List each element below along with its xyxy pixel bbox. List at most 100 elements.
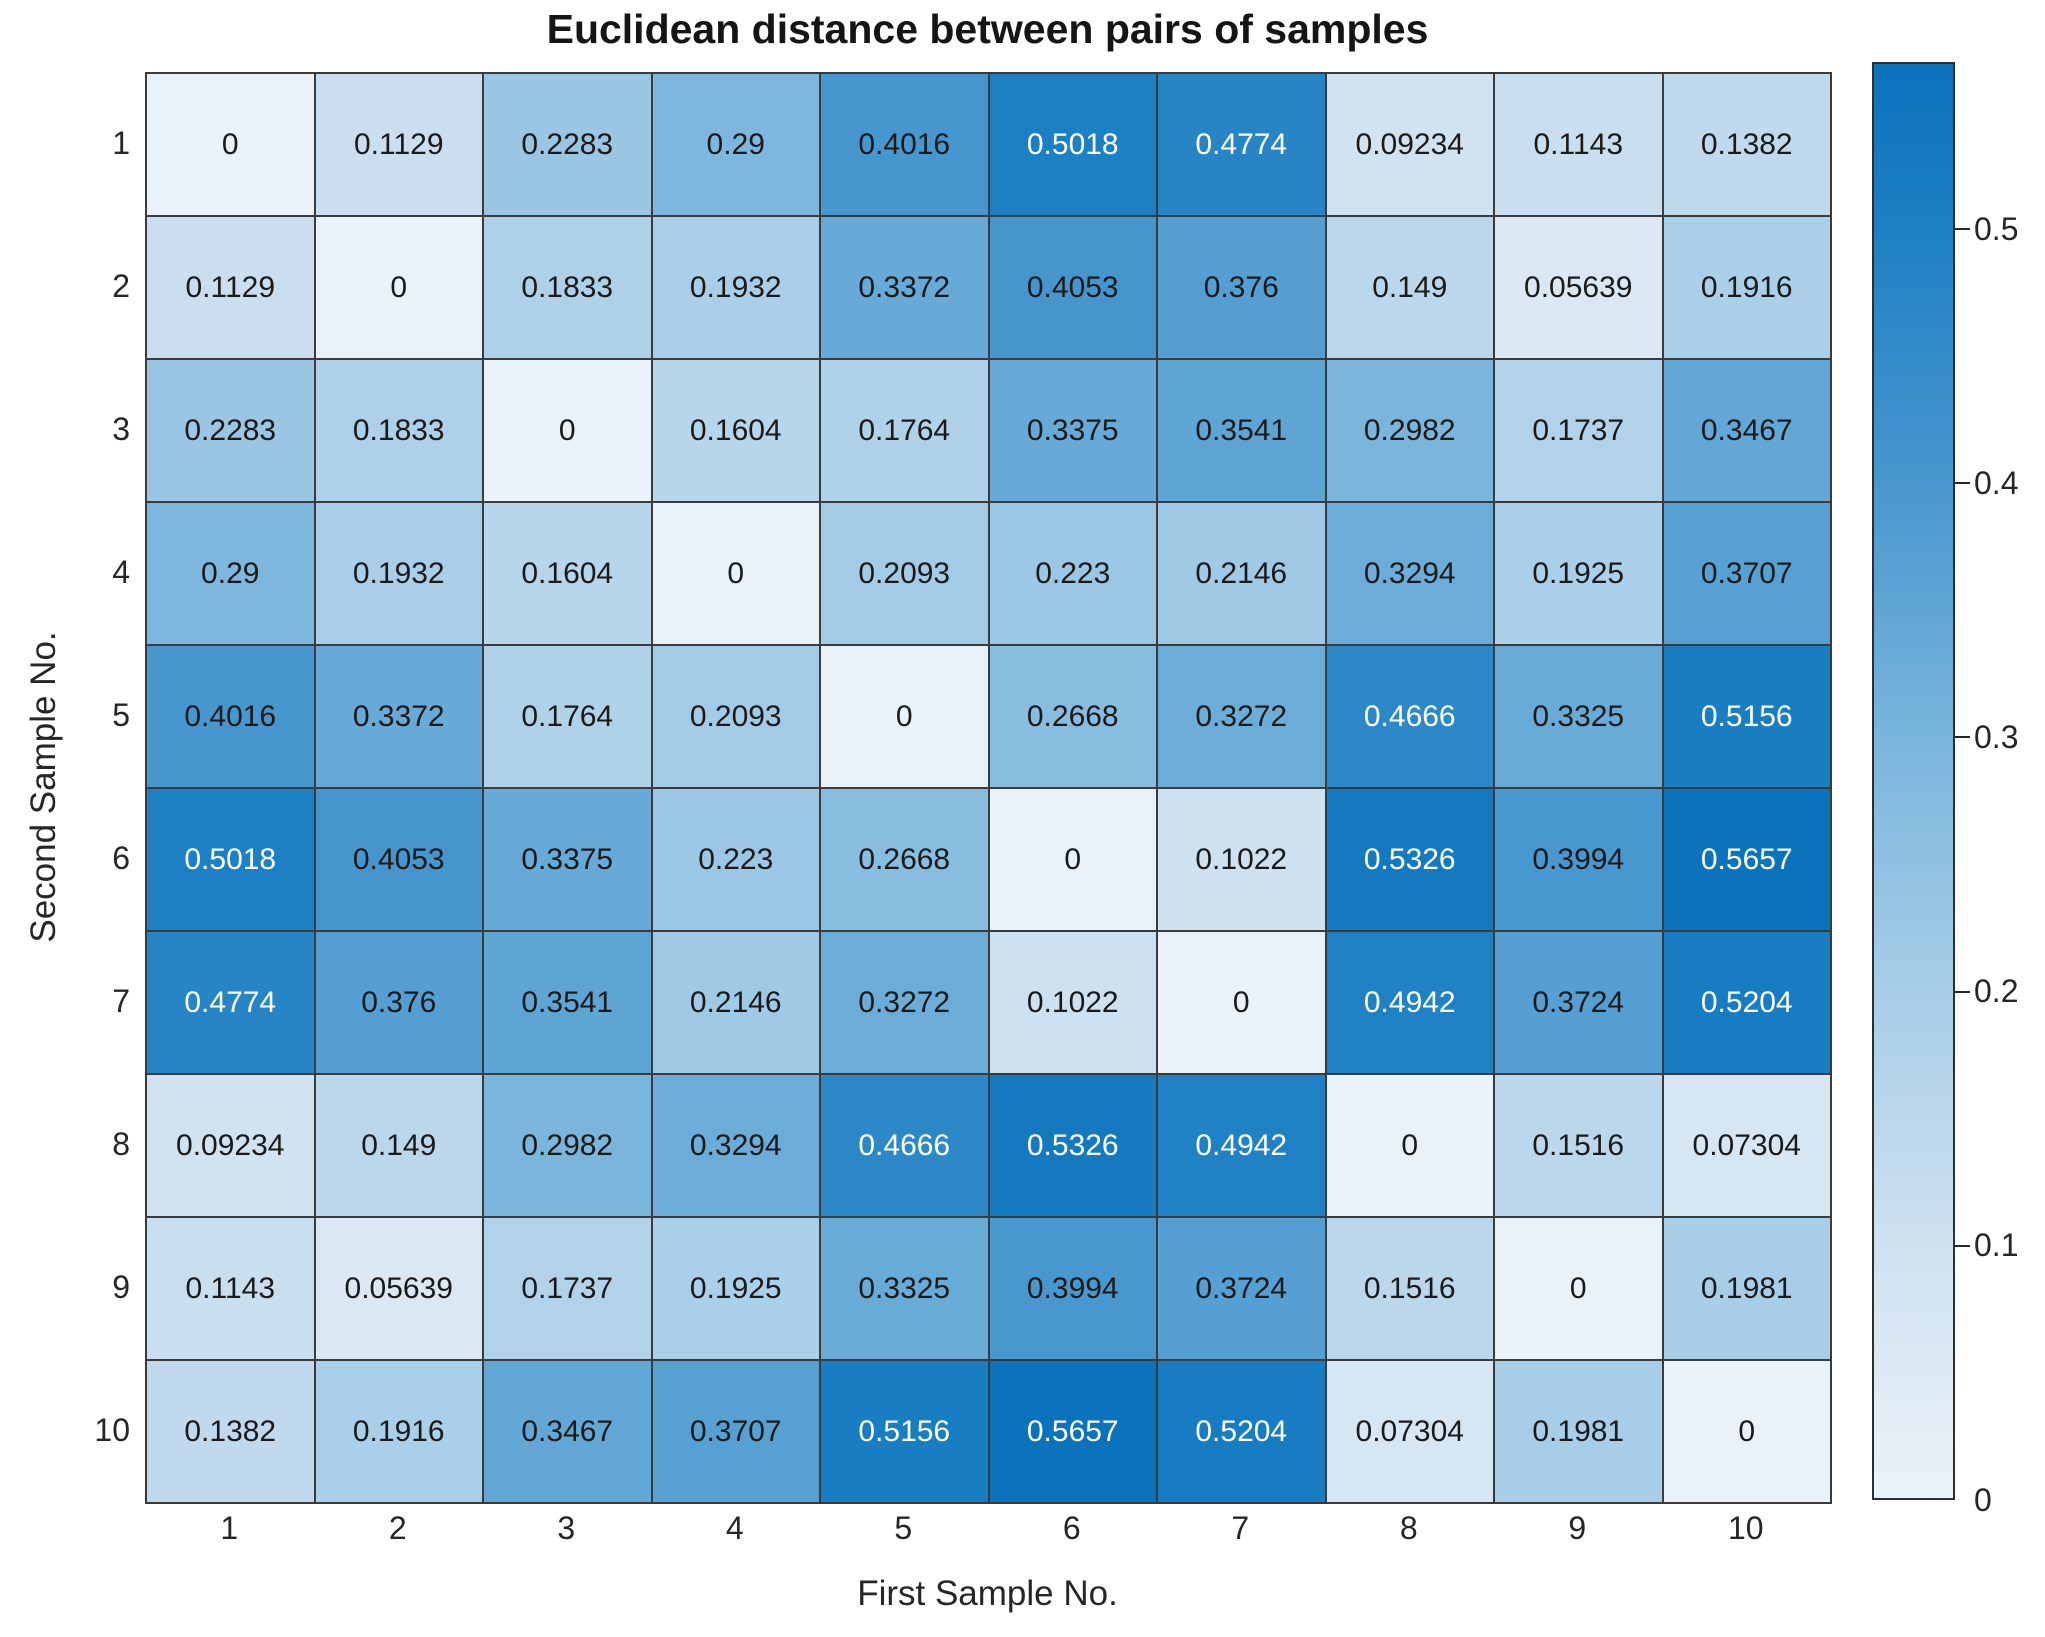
heatmap-cell: 0: [483, 359, 652, 502]
heatmap-cell: 0.5657: [988, 1360, 1157, 1503]
heatmap-cell: 0.05639: [1494, 216, 1663, 359]
heatmap-cell: 0: [651, 502, 820, 645]
heatmap-cell: 0.09234: [146, 1074, 315, 1217]
x-tick-label: 2: [388, 1510, 407, 1546]
y-axis-tick-labels: 1 2 3 4 5 6 7 8 9 10: [0, 72, 130, 1502]
heatmap-cell: 0.5204: [1157, 1360, 1326, 1503]
heatmap-cell: 0.1932: [314, 502, 483, 645]
colorbar-tick-mark: [1955, 482, 1970, 485]
colorbar-tick-mark: [1955, 228, 1970, 230]
heatmap-cell: 0.1143: [1494, 73, 1663, 216]
heatmap-cell: 0.5018: [146, 788, 315, 931]
x-tick-label: 1: [220, 1510, 239, 1546]
heatmap-cell: 0.1604: [651, 359, 820, 502]
heatmap-cell: 0.1737: [1494, 359, 1663, 502]
heatmap-cell: 0.3294: [1325, 502, 1494, 645]
heatmap-cell: 0.2146: [651, 931, 820, 1074]
x-tick-label: 7: [1231, 1510, 1250, 1546]
heatmap-cell: 0.1382: [1662, 73, 1831, 216]
heatmap-cell: 0.2146: [1157, 502, 1326, 645]
heatmap-cell: 0.376: [314, 931, 483, 1074]
heatmap-cell: 0.1916: [1662, 216, 1831, 359]
heatmap-cell: 0.3541: [483, 931, 652, 1074]
x-tick-label: 6: [1062, 1510, 1081, 1546]
heatmap-cell: 0.1129: [146, 216, 315, 359]
heatmap-cell: 0.1932: [651, 216, 820, 359]
heatmap-cell: 0.05639: [314, 1217, 483, 1360]
heatmap-cell: 0.07304: [1325, 1360, 1494, 1503]
y-tick-label: 4: [112, 554, 130, 590]
heatmap-cell: 0.376: [1157, 216, 1326, 359]
x-axis-tick-labels: 1 2 3 4 5 6 7 8 9 10: [145, 1510, 1830, 1554]
heatmap-cell: 0.3724: [1494, 931, 1663, 1074]
heatmap-cell: 0: [820, 645, 989, 788]
y-axis-label: Second Sample No.: [24, 631, 63, 943]
colorbar-tick-mark: [1955, 1244, 1970, 1247]
y-tick-label: 9: [112, 1269, 130, 1305]
colorbar-tick-mark: [1955, 990, 1970, 993]
heatmap-cell: 0.1382: [146, 1360, 315, 1503]
colorbar-tick-label: 0.3: [1974, 718, 2019, 755]
heatmap-cell: 0.4774: [1157, 73, 1326, 216]
heatmap-cell: 0.1925: [1494, 502, 1663, 645]
colorbar-tick-label: 0.5: [1974, 210, 2019, 247]
heatmap-cell: 0.3294: [651, 1074, 820, 1217]
heatmap-cell: 0.5326: [1325, 788, 1494, 931]
heatmap-cell: 0.4053: [314, 788, 483, 931]
heatmap-cell: 0.1022: [1157, 788, 1326, 931]
heatmap-cell: 0.4942: [1157, 1074, 1326, 1217]
heatmap-grid: 0 0.1129 0.2283 0.29 0.4016 0.5018 0.4774 0.092…: [145, 72, 1832, 1504]
heatmap-cell: 0.3707: [651, 1360, 820, 1503]
heatmap-cell: 0.3325: [820, 1217, 989, 1360]
x-tick-label: 4: [725, 1510, 744, 1546]
heatmap-cell: 0: [314, 216, 483, 359]
x-tick-label: 5: [894, 1510, 913, 1546]
heatmap-cell: 0.5204: [1662, 931, 1831, 1074]
heatmap-cell: 0.5657: [1662, 788, 1831, 931]
heatmap-cell: 0.4053: [988, 216, 1157, 359]
heatmap-cell: 0.3372: [314, 645, 483, 788]
heatmap-cell: 0: [1662, 1360, 1831, 1503]
heatmap-cell: 0.4016: [146, 645, 315, 788]
heatmap-cell: 0.29: [651, 73, 820, 216]
heatmap-cell: 0.5156: [820, 1360, 989, 1503]
heatmap-cell: 0.3372: [820, 216, 989, 359]
heatmap-cell: 0.4666: [820, 1074, 989, 1217]
heatmap-cell: 0.3707: [1662, 502, 1831, 645]
x-tick-label: 3: [557, 1510, 576, 1546]
y-tick-label: 1: [112, 125, 130, 161]
x-axis-label: First Sample No.: [857, 1574, 1118, 1613]
heatmap-cell: 0.3375: [988, 359, 1157, 502]
heatmap-cell: 0.2093: [820, 502, 989, 645]
heatmap-cell: 0.4774: [146, 931, 315, 1074]
heatmap-cell: 0.2283: [146, 359, 315, 502]
heatmap-cell: 0.1516: [1494, 1074, 1663, 1217]
heatmap-cell: 0.3994: [1494, 788, 1663, 931]
heatmap-cell: 0.1604: [483, 502, 652, 645]
heatmap-cell: 0.5018: [988, 73, 1157, 216]
heatmap-cell: 0.3325: [1494, 645, 1663, 788]
heatmap-cell: 0.3272: [820, 931, 989, 1074]
y-tick-label: 10: [94, 1412, 130, 1448]
colorbar-tick-label: 0.1: [1974, 1227, 2019, 1264]
heatmap-cell: 0.1981: [1494, 1360, 1663, 1503]
colorbar-tick-label: 0: [1974, 1481, 1992, 1518]
heatmap-cell: 0: [1325, 1074, 1494, 1217]
heatmap-cell: 0.1981: [1662, 1217, 1831, 1360]
heatmap-cell: 0.1143: [146, 1217, 315, 1360]
colorbar-tick-label: 0.4: [1974, 464, 2019, 501]
heatmap-cell: 0.1516: [1325, 1217, 1494, 1360]
heatmap-cell: 0.29: [146, 502, 315, 645]
colorbar: [1872, 62, 1955, 1500]
y-tick-label: 7: [112, 983, 130, 1019]
heatmap-cell: 0.2283: [483, 73, 652, 216]
heatmap-cell: 0.2668: [988, 645, 1157, 788]
heatmap-cell: 0.2668: [820, 788, 989, 931]
heatmap-cell: 0.3467: [483, 1360, 652, 1503]
heatmap-cell: 0.3541: [1157, 359, 1326, 502]
heatmap-cell: 0.4016: [820, 73, 989, 216]
y-tick-label: 8: [112, 1126, 130, 1162]
heatmap-cell: 0.1925: [651, 1217, 820, 1360]
heatmap-cell: 0.1833: [483, 216, 652, 359]
